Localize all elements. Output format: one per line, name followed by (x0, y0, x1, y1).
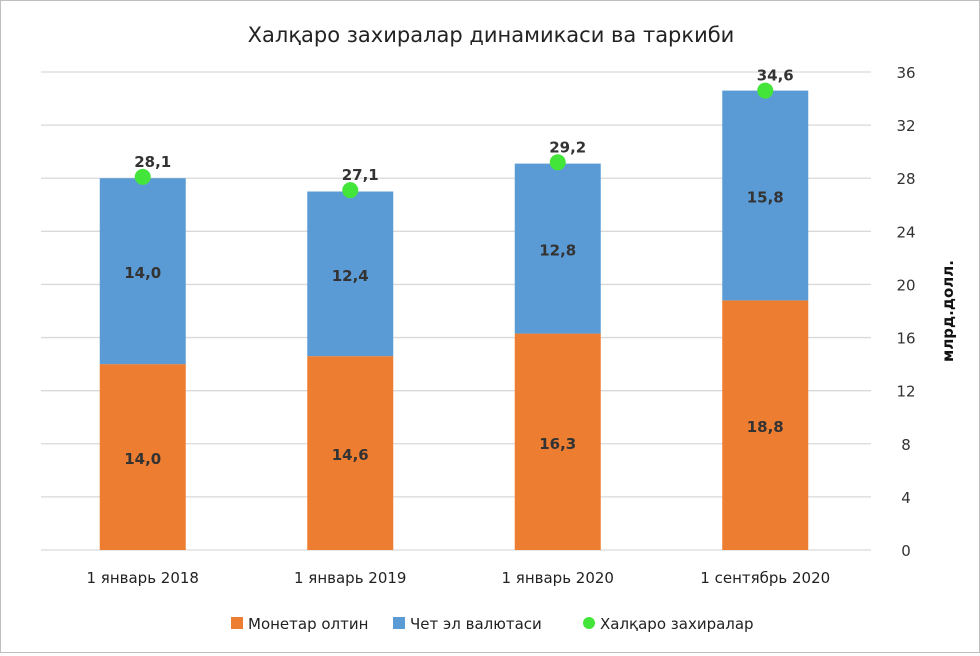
x-tick-label: 1 январь 2019 (294, 569, 406, 587)
y-tick-label: 20 (896, 276, 915, 294)
bar-monetary-gold (722, 300, 809, 550)
legend: Монетар олтин Чет эл валютаси Халқаро захи… (231, 615, 754, 633)
y-tick-label: 24 (896, 223, 915, 241)
data-label: 14,0 (124, 450, 161, 468)
data-label: 12,8 (539, 242, 576, 260)
bar-monetary-gold (307, 356, 394, 550)
y-axis-label: млрд.долл. (939, 260, 957, 362)
bar-foreign-currency (307, 191, 394, 357)
data-label: 34,6 (757, 67, 794, 85)
y-tick-label: 28 (896, 170, 915, 188)
bar-foreign-currency (514, 163, 601, 334)
y-tick-label: 16 (896, 330, 915, 348)
x-axis-ticks: 1 январь 2018 1 январь 2019 1 январь 2020 1… (87, 569, 831, 587)
legend-marker-square (393, 617, 405, 629)
y-tick-label: 8 (901, 436, 911, 454)
total-reserves-point (757, 82, 774, 99)
data-label: 16,3 (539, 435, 576, 453)
bar-monetary-gold (99, 364, 186, 550)
bar-foreign-currency (99, 178, 186, 365)
x-tick-label: 1 январь 2018 (87, 569, 199, 587)
y-tick-label: 4 (901, 489, 911, 507)
bar-foreign-currency (722, 90, 809, 301)
legend-marker-point (583, 617, 595, 629)
bar-monetary-gold (514, 333, 601, 550)
y-tick-label: 0 (901, 542, 911, 560)
data-label: 27,1 (342, 166, 379, 184)
data-label: 14,6 (332, 446, 369, 464)
total-reserves-point (342, 182, 359, 199)
y-axis-ticks: 0 4 8 12 16 20 24 28 32 36 (896, 64, 915, 560)
legend-marker-square (231, 617, 243, 629)
data-label: 15,8 (747, 188, 784, 206)
y-tick-label: 12 (896, 383, 915, 401)
legend-label: Халқаро захиралар (600, 615, 754, 633)
data-label: 18,8 (747, 418, 784, 436)
data-label: 29,2 (549, 138, 586, 156)
data-label: 28,1 (134, 153, 171, 171)
data-label: 14,0 (124, 264, 161, 282)
data-label: 12,4 (332, 267, 369, 285)
y-tick-label: 36 (896, 64, 915, 82)
x-tick-label: 1 январь 2020 (502, 569, 614, 587)
legend-label: Монетар олтин (248, 615, 368, 633)
x-tick-label: 1 сентябрь 2020 (700, 569, 830, 587)
bars: 14,0 14,0 28,1 14,6 12,4 27,1 16,3 12,8 29,2 18,8… (99, 67, 809, 550)
legend-label: Чет эл валютаси (410, 615, 542, 633)
total-reserves-point (549, 154, 566, 171)
total-reserves-point (134, 168, 151, 185)
y-tick-label: 32 (896, 117, 915, 135)
chart-title: Халқаро захиралар динамикаси ва таркиби (248, 23, 735, 47)
